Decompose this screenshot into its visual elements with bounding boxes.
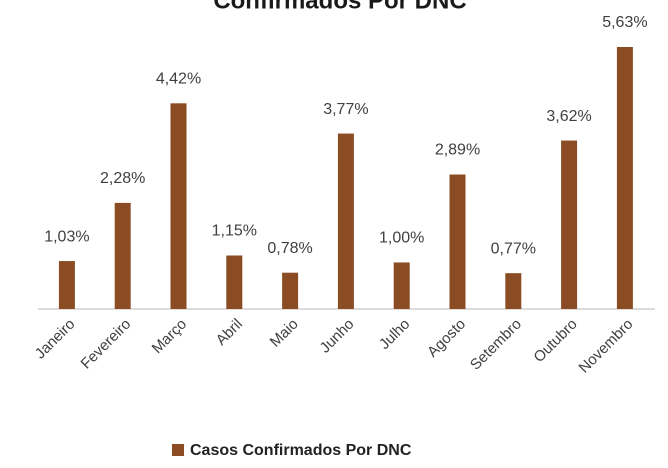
bar <box>282 272 299 309</box>
bar <box>449 174 466 309</box>
value-label: 2,28% <box>100 170 145 187</box>
value-label: 3,77% <box>323 101 368 118</box>
bar <box>114 202 131 309</box>
value-label: 3,62% <box>546 108 591 125</box>
value-label: 1,15% <box>212 223 257 240</box>
bar <box>505 273 522 309</box>
value-label: 0,77% <box>491 240 536 257</box>
x-tick-label: Março <box>149 316 190 357</box>
chart-title: Confirmados Por DNC <box>213 0 466 14</box>
x-tick-label: Junho <box>317 316 358 357</box>
bar <box>561 140 578 309</box>
value-label: 4,42% <box>156 71 201 88</box>
x-tick-label: Julho <box>376 316 413 353</box>
x-tick-label: Setembro <box>467 316 525 374</box>
value-label: 1,03% <box>44 228 89 245</box>
bar <box>58 261 75 309</box>
bar <box>337 133 354 309</box>
bar <box>226 255 243 309</box>
bar <box>170 103 187 310</box>
value-label: 0,78% <box>267 240 312 257</box>
x-tick-label: Janeiro <box>32 316 79 363</box>
x-tick-label: Abril <box>213 316 246 349</box>
bar <box>616 47 633 309</box>
bar <box>393 262 410 309</box>
legend-swatch <box>172 444 184 456</box>
value-label: 1,00% <box>379 230 424 247</box>
x-tick-label: Agosto <box>424 316 469 361</box>
x-tick-label: Novembro <box>576 316 637 377</box>
x-tick-label: Outubro <box>530 316 580 366</box>
legend-label: Casos Confirmados Por DNC <box>190 442 412 459</box>
value-label: 5,63% <box>602 14 647 31</box>
x-tick-label: Maio <box>267 316 302 351</box>
value-label: 2,89% <box>435 142 480 159</box>
x-tick-label: Fevereiro <box>78 316 135 373</box>
